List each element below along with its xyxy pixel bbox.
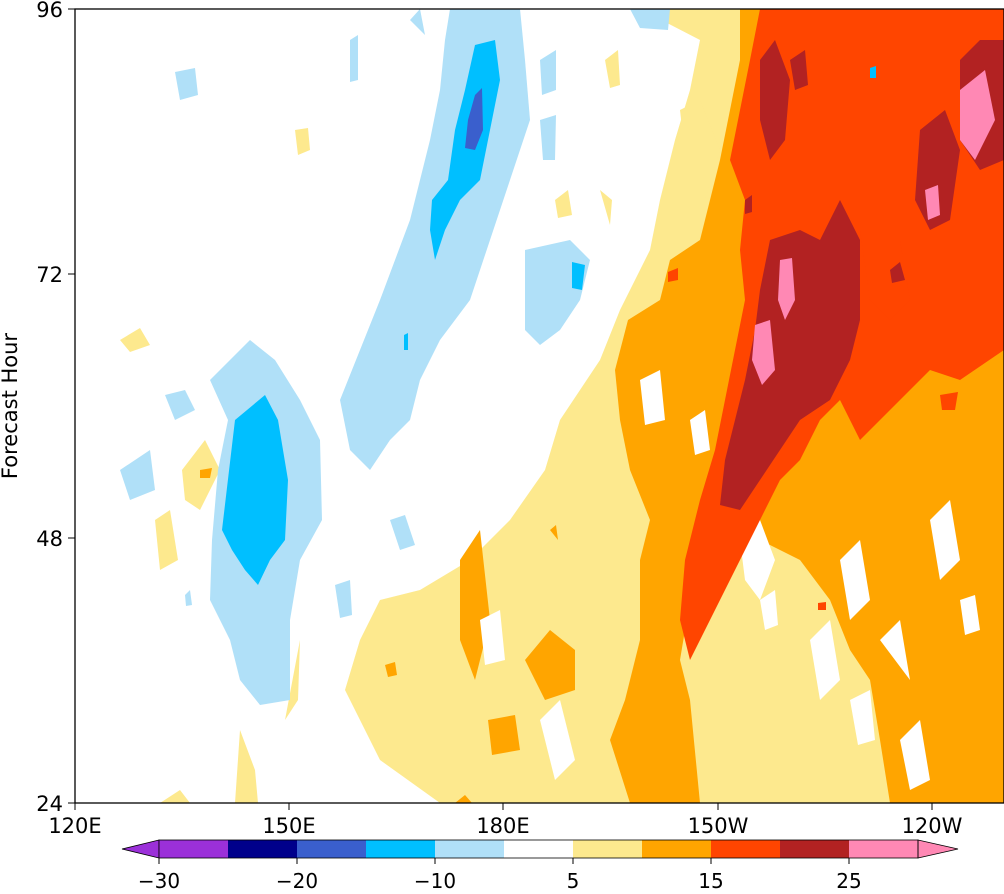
colorbar-segment <box>159 840 228 858</box>
field-15-20-b <box>668 200 958 610</box>
field-25-30 <box>752 70 995 385</box>
colorbar-tick-label: −30 <box>138 869 180 893</box>
field-holes <box>480 20 985 790</box>
x-tick-label: 150E <box>262 814 315 838</box>
x-tick-label: 120E <box>48 814 101 838</box>
colorbar-segment <box>504 840 573 858</box>
colorbar-segment <box>849 840 918 858</box>
x-axis: 120E 150E 180E 150W 120W <box>48 803 963 838</box>
x-tick-label: 120W <box>902 814 963 838</box>
colorbar-segment <box>573 840 642 858</box>
field-20-25-b <box>745 40 1004 283</box>
field-20-25 <box>720 200 860 510</box>
colorbar-segment <box>642 840 711 858</box>
colorbar-segment <box>435 840 504 858</box>
colorbar-tick-label: 5 <box>567 869 580 893</box>
colorbar-tick-label: 15 <box>698 869 723 893</box>
colorbar-segment <box>711 840 780 858</box>
colorbar-segment <box>228 840 297 858</box>
y-tick-label: 72 <box>36 263 63 287</box>
y-tick-label: 24 <box>36 792 63 816</box>
y-axis-title: Forecast Hour <box>0 333 22 479</box>
y-axis: 24 48 72 96 Forecast Hour <box>0 0 75 816</box>
colorbar-extend-high <box>917 839 959 859</box>
colorbar-segment <box>366 840 435 858</box>
colorbar: −30 −20 −10 5 15 25 <box>121 839 959 893</box>
colorbar-segment <box>780 840 849 858</box>
colorbar-extend-low <box>121 839 160 859</box>
colorbar-frame <box>158 839 919 859</box>
field-neg15-20 <box>465 88 483 150</box>
contour-fields <box>120 9 1004 803</box>
y-tick-label: 96 <box>36 0 63 22</box>
plot-frame <box>74 8 1004 804</box>
colorbar-tick-label: −10 <box>414 869 456 893</box>
x-tick-label: 180E <box>476 814 529 838</box>
colorbar-segment <box>297 840 366 858</box>
colorbar-tick-label: −20 <box>276 869 318 893</box>
x-tick-label: 150W <box>688 814 749 838</box>
colorbar-tick-label: 25 <box>836 869 861 893</box>
y-tick-label: 48 <box>36 527 63 551</box>
